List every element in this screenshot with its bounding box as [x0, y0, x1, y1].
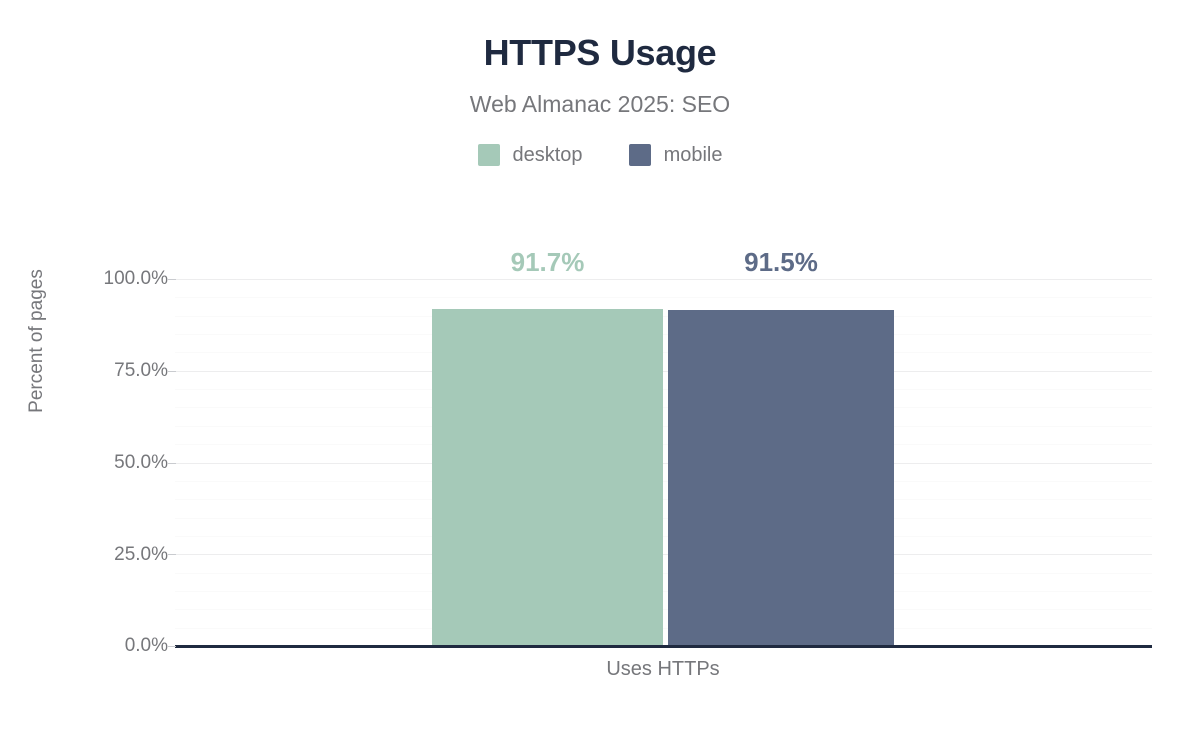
- legend-swatch-mobile-icon: [628, 144, 651, 166]
- chart-legend: desktop mobile: [0, 143, 1200, 167]
- y-tick-mark: [168, 462, 176, 464]
- legend-swatch-desktop-icon: [477, 144, 500, 166]
- y-tick-mark: [168, 646, 176, 647]
- chart-title: HTTPS Usage: [483, 32, 717, 73]
- y-tick-mark: [168, 554, 176, 556]
- chart-subtitle: Web Almanac 2025: SEO: [469, 91, 731, 117]
- y-tick-label-100: 100.0%: [103, 268, 168, 289]
- bar-mobile[interactable]: [668, 310, 894, 646]
- value-label-mobile: 91.5%: [744, 247, 818, 277]
- y-tick-label-50: 50.0%: [114, 452, 168, 473]
- y-axis-title: Percent of pages: [26, 269, 47, 413]
- y-tick-label-25: 25.0%: [114, 544, 168, 565]
- legend-item-desktop[interactable]: desktop: [477, 143, 583, 167]
- y-tick-label-75: 75.0%: [114, 360, 168, 381]
- value-label-desktop: 91.7%: [510, 247, 585, 277]
- legend-label-mobile: mobile: [663, 144, 723, 166]
- x-axis-line: [175, 645, 1152, 648]
- y-tick-label-0: 0.0%: [124, 635, 168, 656]
- bar-group: [175, 279, 1152, 646]
- y-tick-mark: [168, 279, 176, 280]
- plot-area: [175, 279, 1152, 647]
- y-tick-mark: [168, 370, 176, 372]
- x-axis-category-label: Uses HTTPs: [606, 658, 720, 680]
- legend-label-desktop: desktop: [512, 144, 583, 166]
- bar-desktop[interactable]: [432, 309, 663, 646]
- legend-item-mobile[interactable]: mobile: [628, 143, 723, 167]
